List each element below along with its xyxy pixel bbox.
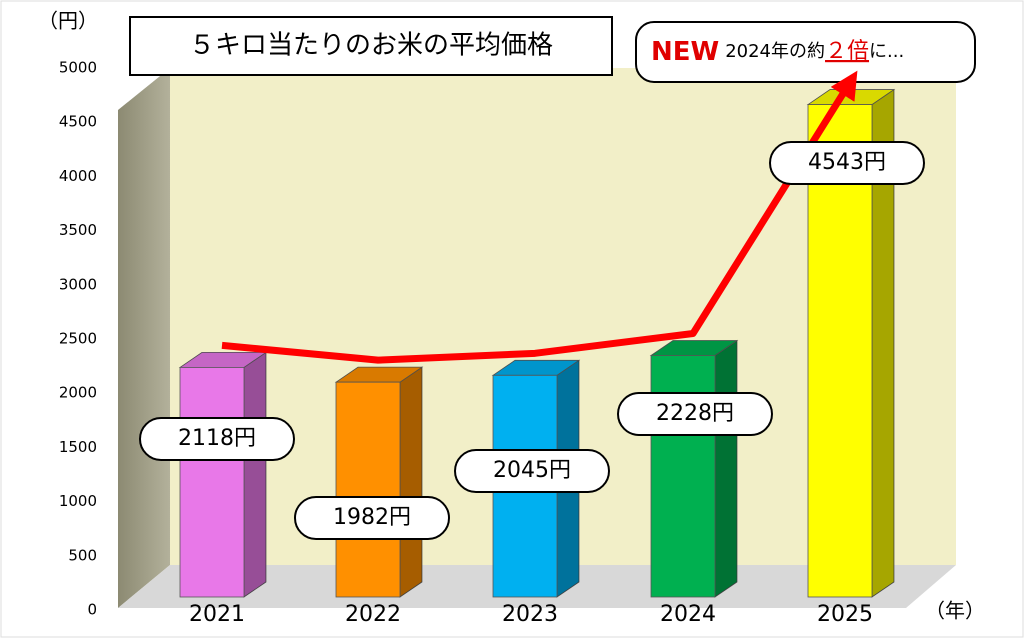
value-label: 2228円 bbox=[656, 401, 734, 426]
bar-side-shade bbox=[244, 352, 266, 597]
side-wall bbox=[118, 68, 170, 608]
y-tick-label: 1000 bbox=[59, 492, 97, 510]
value-label: 1982円 bbox=[333, 505, 411, 530]
trend-line bbox=[221, 70, 858, 364]
y-tick-label: 5000 bbox=[59, 59, 97, 77]
value-label: 2045円 bbox=[493, 458, 571, 483]
bar bbox=[334, 366, 424, 598]
y-tick-label: 3500 bbox=[59, 221, 97, 239]
annotation: NEW 2024年の約２倍に... bbox=[651, 37, 904, 67]
bar bbox=[649, 339, 739, 598]
y-tick-label: 4000 bbox=[59, 167, 97, 185]
bar-side-shade bbox=[715, 340, 737, 597]
value-label-box bbox=[454, 449, 610, 493]
x-unit: （年） bbox=[925, 599, 985, 623]
title-box bbox=[129, 16, 613, 76]
value-label: 4543円 bbox=[808, 150, 886, 175]
bar-front bbox=[335, 381, 401, 598]
x-tick-label: 2022 bbox=[345, 602, 401, 627]
annotation-new: NEW bbox=[651, 37, 719, 67]
value-label-box bbox=[294, 496, 450, 540]
bar bbox=[806, 88, 896, 598]
annotation-text: 2024年の約 bbox=[725, 41, 825, 62]
x-tick-label: 2021 bbox=[189, 602, 245, 627]
bar-top-shade bbox=[651, 340, 737, 356]
value-label-box bbox=[617, 392, 773, 436]
value-label: 2118円 bbox=[178, 426, 256, 451]
y-tick-label: 4500 bbox=[59, 113, 97, 131]
y-tick-label: 1500 bbox=[59, 438, 97, 456]
bar-top-shade bbox=[336, 367, 422, 383]
annotation-box bbox=[635, 21, 976, 83]
bar-side-shade bbox=[400, 367, 422, 597]
y-tick-label: 500 bbox=[68, 546, 97, 564]
bar-top-shade bbox=[180, 352, 266, 368]
bar-front bbox=[179, 367, 245, 598]
annotation-emphasis: ２倍 bbox=[825, 39, 869, 64]
bar-front bbox=[650, 355, 716, 598]
bar bbox=[178, 351, 268, 598]
x-tick-label: 2025 bbox=[817, 602, 873, 627]
y-tick-label: 2500 bbox=[59, 330, 97, 348]
y-tick-label: 3000 bbox=[59, 275, 97, 293]
bar-front bbox=[807, 104, 873, 598]
y-tick-label: 0 bbox=[87, 601, 97, 619]
x-tick-label: 2023 bbox=[502, 602, 558, 627]
x-tick-label: 2024 bbox=[660, 602, 716, 627]
value-label-box bbox=[769, 141, 925, 185]
trend-layer bbox=[221, 70, 858, 364]
bar-side-shade bbox=[872, 89, 894, 597]
value-label-box bbox=[139, 417, 295, 461]
annotation-text: に... bbox=[869, 41, 904, 62]
chart-title: ５キロ当たりのお米の平均価格 bbox=[189, 31, 553, 61]
bar bbox=[491, 359, 581, 598]
bar-top-shade bbox=[493, 360, 579, 376]
y-tick-label: 2000 bbox=[59, 384, 97, 402]
y-unit: （円） bbox=[38, 9, 98, 33]
